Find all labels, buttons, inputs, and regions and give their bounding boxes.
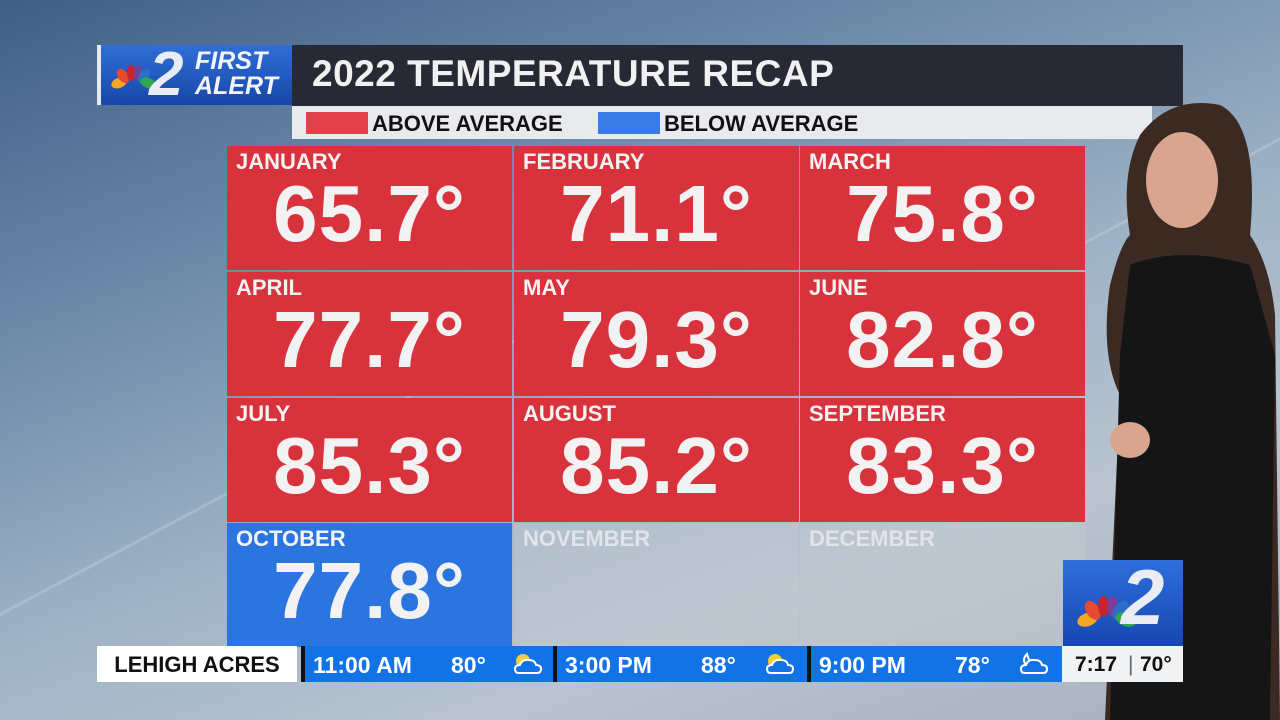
month-name: FEBRUARY bbox=[523, 149, 645, 174]
page-title: 2022 TEMPERATURE RECAP bbox=[312, 53, 835, 94]
partly-cloudy-day-icon bbox=[513, 654, 543, 674]
forecast-temp: 88° bbox=[701, 652, 736, 678]
month-cell-march: MARCH 75.8° bbox=[800, 146, 1085, 270]
month-cell-september: SEPTEMBER 83.3° bbox=[800, 398, 1085, 522]
legend-label-below: BELOW AVERAGE bbox=[664, 111, 859, 136]
month-temp: 85.3° bbox=[273, 421, 466, 510]
month-temp: 83.3° bbox=[846, 421, 1039, 510]
month-temp: 77.8° bbox=[273, 546, 466, 635]
month-name: MARCH bbox=[809, 149, 891, 174]
forecast-time: 3:00 PM bbox=[565, 652, 652, 678]
location-label: LEHIGH ACRES bbox=[114, 652, 280, 677]
forecast-temp: 78° bbox=[955, 652, 990, 678]
clock-time: 7:17 bbox=[1075, 653, 1118, 676]
forecast-temp: 80° bbox=[451, 652, 486, 678]
month-cell-april: APRIL 77.7° bbox=[227, 272, 512, 396]
ticker-forecast-1: 11:00 AM 80° bbox=[301, 646, 553, 682]
month-cell-december: DECEMBER bbox=[800, 523, 1085, 647]
month-cell-august: AUGUST 85.2° bbox=[514, 398, 799, 522]
station-logo: 2 FIRST ALERT bbox=[97, 40, 292, 109]
month-name: JULY bbox=[236, 401, 291, 426]
station-number: 2 bbox=[1121, 553, 1165, 641]
month-temp: 79.3° bbox=[560, 295, 753, 384]
legend-swatch-above bbox=[306, 112, 368, 134]
nbc-peacock-icon bbox=[111, 65, 155, 89]
forecast-time: 9:00 PM bbox=[819, 652, 906, 678]
month-name: AUGUST bbox=[523, 401, 616, 426]
ticker-location: LEHIGH ACRES bbox=[97, 646, 297, 682]
month-temp: 65.7° bbox=[273, 169, 466, 258]
month-temp: 82.8° bbox=[846, 295, 1039, 384]
month-cell-february: FEBRUARY 71.1° bbox=[514, 146, 799, 270]
forecast-time: 11:00 AM bbox=[313, 652, 412, 678]
ticker-clock: 7:17 | 70° bbox=[1062, 646, 1183, 682]
month-name: JANUARY bbox=[236, 149, 342, 174]
partly-cloudy-night-icon bbox=[1019, 652, 1049, 674]
ticker-forecast-3: 9:00 PM 78° bbox=[807, 646, 1062, 682]
first-alert-label: FIRST ALERT bbox=[195, 47, 278, 100]
clock-divider: | bbox=[1128, 653, 1134, 676]
current-temp: 70° bbox=[1140, 653, 1172, 676]
month-name: APRIL bbox=[236, 275, 302, 300]
station-number: 2 bbox=[149, 40, 184, 109]
month-cell-november: NOVEMBER bbox=[514, 523, 799, 647]
month-temp: 77.7° bbox=[273, 295, 466, 384]
month-grid: JANUARY 65.7° FEBRUARY 71.1° MARCH 75.8°… bbox=[227, 146, 1085, 647]
month-name: NOVEMBER bbox=[523, 526, 651, 551]
title-bar: 2022 TEMPERATURE RECAP bbox=[292, 45, 1183, 106]
month-name: MAY bbox=[523, 275, 570, 300]
month-name: JUNE bbox=[809, 275, 868, 300]
month-temp: 85.2° bbox=[560, 421, 753, 510]
month-name: OCTOBER bbox=[236, 526, 346, 551]
month-name: DECEMBER bbox=[809, 526, 935, 551]
nbc-peacock-icon bbox=[1077, 595, 1135, 627]
legend-label-above: ABOVE AVERAGE bbox=[372, 111, 563, 136]
ticker-forecast-2: 3:00 PM 88° bbox=[553, 646, 807, 682]
month-name: SEPTEMBER bbox=[809, 401, 946, 426]
month-cell-october: OCTOBER 77.8° bbox=[227, 523, 512, 647]
month-cell-january: JANUARY 65.7° bbox=[227, 146, 512, 270]
month-cell-july: JULY 85.3° bbox=[227, 398, 512, 522]
month-cell-may: MAY 79.3° bbox=[514, 272, 799, 396]
corner-station-logo: 2 bbox=[1063, 553, 1183, 646]
month-cell-june: JUNE 82.8° bbox=[800, 272, 1085, 396]
legend-swatch-below bbox=[598, 112, 660, 134]
legend: ABOVE AVERAGE BELOW AVERAGE bbox=[292, 106, 1152, 139]
partly-cloudy-day-icon bbox=[765, 654, 795, 674]
month-temp: 71.1° bbox=[560, 169, 753, 258]
month-temp: 75.8° bbox=[846, 169, 1039, 258]
